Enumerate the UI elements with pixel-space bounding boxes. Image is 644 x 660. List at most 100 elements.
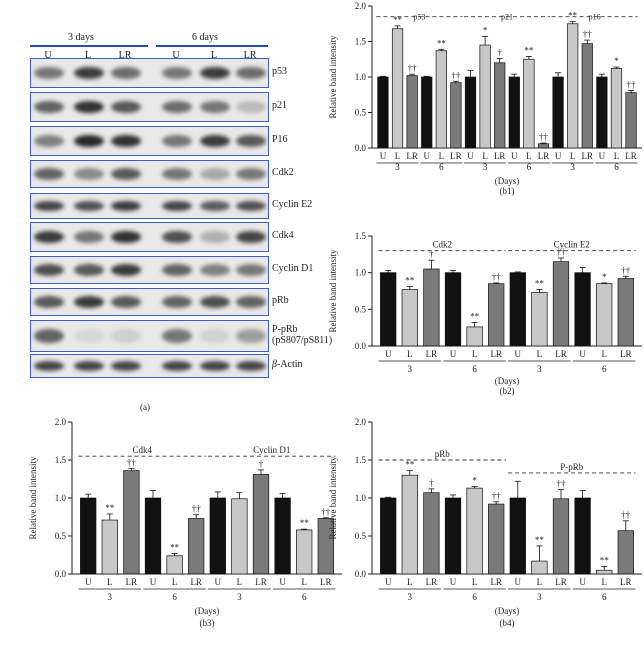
x-tick-label: LR: [625, 151, 637, 161]
blot-row-label: Cyclin E2: [272, 199, 313, 210]
x-tick-label: U: [385, 577, 392, 587]
blot-band: [236, 168, 266, 180]
x-tick-label: L: [395, 151, 401, 161]
x-tick-label: LR: [320, 577, 332, 587]
significance-mark: **: [535, 279, 545, 289]
bar: [567, 23, 579, 149]
blot-band: [34, 230, 64, 244]
blot-row: [30, 288, 269, 316]
blot-band: [34, 168, 64, 180]
y-tick-label: 0.0: [355, 341, 367, 351]
x-tick-label: L: [570, 151, 576, 161]
bar: [231, 498, 248, 575]
blot-column-label: U: [44, 50, 52, 61]
significance-mark: *: [472, 476, 477, 486]
day-label: 3: [408, 364, 413, 374]
blot-band: [162, 264, 192, 276]
blot-row: [30, 354, 269, 378]
x-tick-label: U: [599, 151, 606, 161]
bar: [574, 497, 591, 575]
western-blot-panel: 3 days 6 days U L LR U L LR p53 p21 P16 Cdk2 Cycl…: [0, 0, 332, 412]
blot-band: [200, 361, 230, 371]
y-tick-label: 1.5: [355, 455, 367, 465]
bar: [101, 519, 118, 575]
significance-mark: **: [535, 535, 545, 545]
bar: [552, 261, 570, 347]
blot-band: [200, 329, 230, 343]
x-tick-label: LR: [426, 577, 438, 587]
blot-row-label: pRb: [272, 295, 289, 306]
significance-mark: ††: [621, 265, 631, 275]
y-tick-label: 0.5: [355, 304, 367, 314]
bar: [274, 497, 291, 575]
bar: [252, 474, 270, 575]
blot-band: [111, 168, 141, 180]
day-label: 3: [237, 592, 242, 602]
bar: [377, 76, 389, 149]
y-tick-label: 1.5: [355, 37, 367, 47]
x-tick-label: LR: [490, 577, 502, 587]
significance-mark: ††: [451, 70, 461, 80]
group-label: Cyclin D1: [253, 445, 290, 455]
bar: [188, 518, 205, 575]
y-axis-label: Relative band intensity: [328, 35, 338, 118]
significance-mark: ††: [627, 79, 637, 89]
y-tick-label: 1.0: [355, 268, 367, 278]
blot-band: [200, 230, 230, 244]
y-tick-label: 1.0: [55, 493, 67, 503]
significance-mark: **: [405, 276, 415, 286]
bar: [625, 92, 637, 149]
chart-caption: (b2): [500, 386, 515, 396]
blot-band: [200, 296, 230, 308]
blot-band: [111, 66, 141, 80]
blot-band: [74, 168, 104, 180]
bar: [144, 497, 162, 575]
y-tick-label: 0.0: [55, 569, 67, 579]
x-tick-label: U: [511, 151, 518, 161]
bar: [552, 76, 564, 149]
bar: [380, 272, 397, 347]
x-tick-label: L: [407, 577, 413, 587]
blot-row: [30, 256, 269, 284]
significance-mark: †: [497, 48, 502, 58]
blot-band: [162, 329, 192, 343]
x-tick-label: L: [526, 151, 532, 161]
x-tick-label: LR: [126, 577, 138, 587]
bar: [508, 76, 520, 149]
x-axis-label: (Days): [495, 376, 520, 386]
blot-row-label: P16: [272, 134, 288, 145]
blot-band: [111, 200, 141, 212]
blot-column-label: L: [84, 50, 92, 61]
blot-band: [236, 200, 266, 212]
blot-band: [111, 329, 141, 343]
blot-band: [111, 230, 141, 244]
bar: [464, 76, 477, 149]
blot-row-label: β-Actin: [272, 359, 303, 370]
bar: [617, 278, 634, 347]
y-axis-label: Relative band intensity: [328, 456, 338, 539]
bar: [574, 272, 591, 347]
bar: [466, 326, 483, 347]
day-label: 6: [602, 364, 607, 374]
blot-band: [34, 134, 64, 148]
bar: [444, 497, 462, 575]
y-tick-label: 1.5: [355, 231, 367, 241]
chart-caption: (b1): [500, 186, 515, 196]
bar: [509, 497, 526, 575]
blot-band: [74, 264, 104, 276]
blot-band: [74, 66, 104, 80]
significance-mark: ††: [321, 507, 331, 517]
y-tick-label: 0.0: [355, 143, 367, 153]
bar: [610, 68, 623, 149]
blot-band: [162, 296, 192, 308]
y-tick-label: 0.5: [55, 531, 67, 541]
blot-row-label: Cdk2: [272, 167, 294, 178]
x-tick-label: L: [472, 349, 478, 359]
blot-band: [236, 230, 266, 244]
significance-mark: ††: [557, 247, 567, 257]
x-tick-label: U: [215, 577, 222, 587]
blot-row-label: Cdk4: [272, 230, 294, 241]
x-tick-label: LR: [538, 151, 550, 161]
x-tick-label: U: [555, 151, 562, 161]
